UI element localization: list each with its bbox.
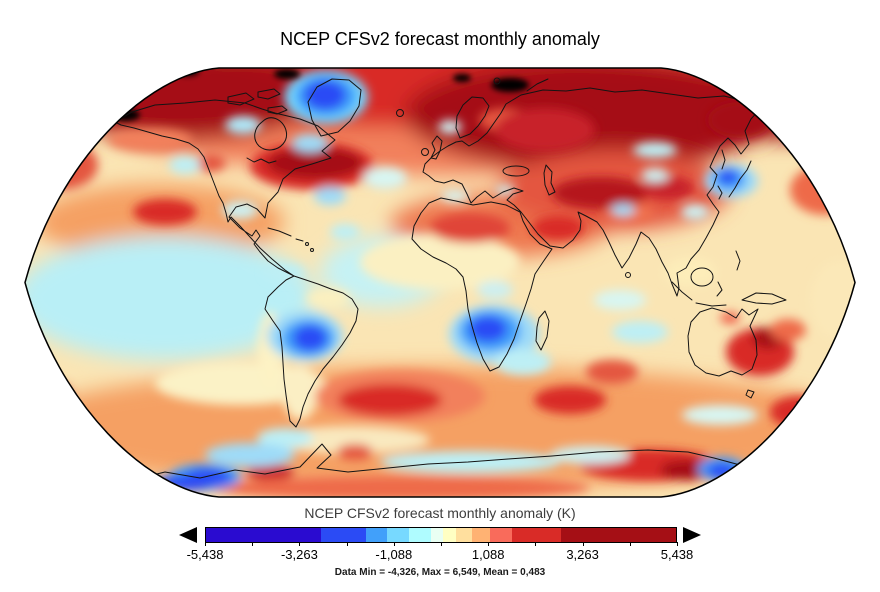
colorbar-tick bbox=[677, 542, 678, 546]
colorbar-tick bbox=[582, 542, 584, 546]
colorbar-segment bbox=[443, 528, 456, 542]
colorbar-ticks bbox=[205, 542, 678, 546]
colorbar-segment bbox=[456, 528, 472, 542]
colorbar bbox=[205, 527, 677, 543]
colorbar-tick bbox=[205, 542, 206, 546]
colorbar-tick bbox=[299, 542, 301, 546]
page-title: NCEP CFSv2 forecast monthly anomaly bbox=[280, 29, 600, 49]
colorbar-left-arrow bbox=[179, 527, 197, 543]
map-outline bbox=[24, 67, 856, 498]
colorbar-segment bbox=[512, 528, 561, 542]
colorbar-tick bbox=[535, 542, 537, 546]
colorbar-tick-labels: -5,438 -3,263 -1,088 1,088 3,263 5,438 bbox=[187, 547, 694, 562]
colorbar-tick bbox=[488, 542, 490, 546]
colorbar-segment bbox=[561, 528, 676, 542]
colorbar-tick bbox=[441, 542, 442, 546]
colorbar-tick-label: -3,263 bbox=[280, 547, 318, 562]
colorbar-caption: NCEP CFSv2 forecast monthly anomaly (K) bbox=[304, 505, 576, 521]
colorbar-segment bbox=[409, 528, 431, 542]
colorbar-segment bbox=[431, 528, 443, 542]
data-stats-line: Data Min = -4,326, Max = 6,549, Mean = 0… bbox=[334, 567, 546, 578]
colorbar-tick-label: 3,263 bbox=[566, 547, 599, 562]
colorbar-tick bbox=[346, 542, 348, 546]
colorbar-segment bbox=[472, 528, 490, 542]
anomaly-field bbox=[25, 68, 855, 497]
colorbar-tick-label: 1,088 bbox=[471, 547, 505, 562]
colorbar-segment bbox=[366, 528, 387, 542]
colorbar-segment bbox=[321, 528, 366, 542]
colorbar-tick-label: -5,438 bbox=[186, 547, 224, 562]
colorbar-segment bbox=[387, 528, 409, 542]
colorbar-tick bbox=[393, 542, 395, 546]
colorbar-right-arrow bbox=[683, 527, 701, 543]
colorbar-tick bbox=[629, 542, 631, 546]
colorbar-tick bbox=[252, 542, 254, 546]
colorbar-segment bbox=[490, 528, 512, 542]
colorbar-tick-label: 5,438 bbox=[660, 547, 694, 562]
colorbar-segment bbox=[206, 528, 321, 542]
colorbar-tick-label: -1,088 bbox=[375, 547, 413, 562]
